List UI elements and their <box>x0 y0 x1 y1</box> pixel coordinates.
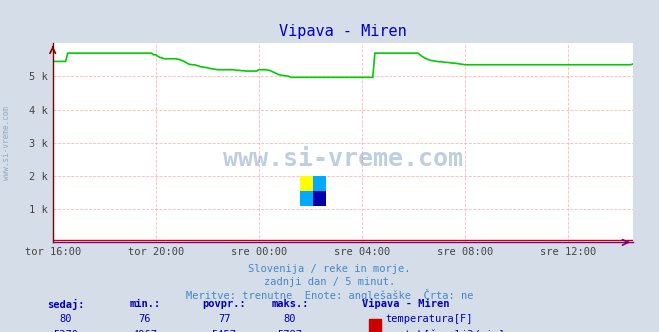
Text: pretok[čevelj3/min]: pretok[čevelj3/min] <box>386 330 504 332</box>
Bar <box>313 176 326 191</box>
Text: 76: 76 <box>139 314 151 324</box>
Text: temperatura[F]: temperatura[F] <box>386 314 473 324</box>
Text: 80: 80 <box>60 314 72 324</box>
Text: Meritve: trenutne  Enote: anglešaške  Črta: ne: Meritve: trenutne Enote: anglešaške Črta… <box>186 289 473 301</box>
Text: Slovenija / reke in morje.: Slovenija / reke in morje. <box>248 264 411 274</box>
Text: povpr.:: povpr.: <box>202 299 246 309</box>
Text: Vipava - Miren: Vipava - Miren <box>362 299 450 309</box>
Bar <box>300 191 313 206</box>
Bar <box>300 176 313 191</box>
Title: Vipava - Miren: Vipava - Miren <box>279 24 407 39</box>
Text: 4967: 4967 <box>132 330 158 332</box>
Text: 5787: 5787 <box>277 330 302 332</box>
Text: www.si-vreme.com: www.si-vreme.com <box>223 147 463 171</box>
Text: 5370: 5370 <box>53 330 78 332</box>
Text: 5457: 5457 <box>212 330 237 332</box>
Text: 77: 77 <box>218 314 230 324</box>
Text: maks.:: maks.: <box>272 299 308 309</box>
Text: www.si-vreme.com: www.si-vreme.com <box>2 106 11 180</box>
Text: min.:: min.: <box>129 299 161 309</box>
Bar <box>313 191 326 206</box>
Text: zadnji dan / 5 minut.: zadnji dan / 5 minut. <box>264 277 395 287</box>
Text: sedaj:: sedaj: <box>47 299 84 310</box>
Text: 80: 80 <box>284 314 296 324</box>
